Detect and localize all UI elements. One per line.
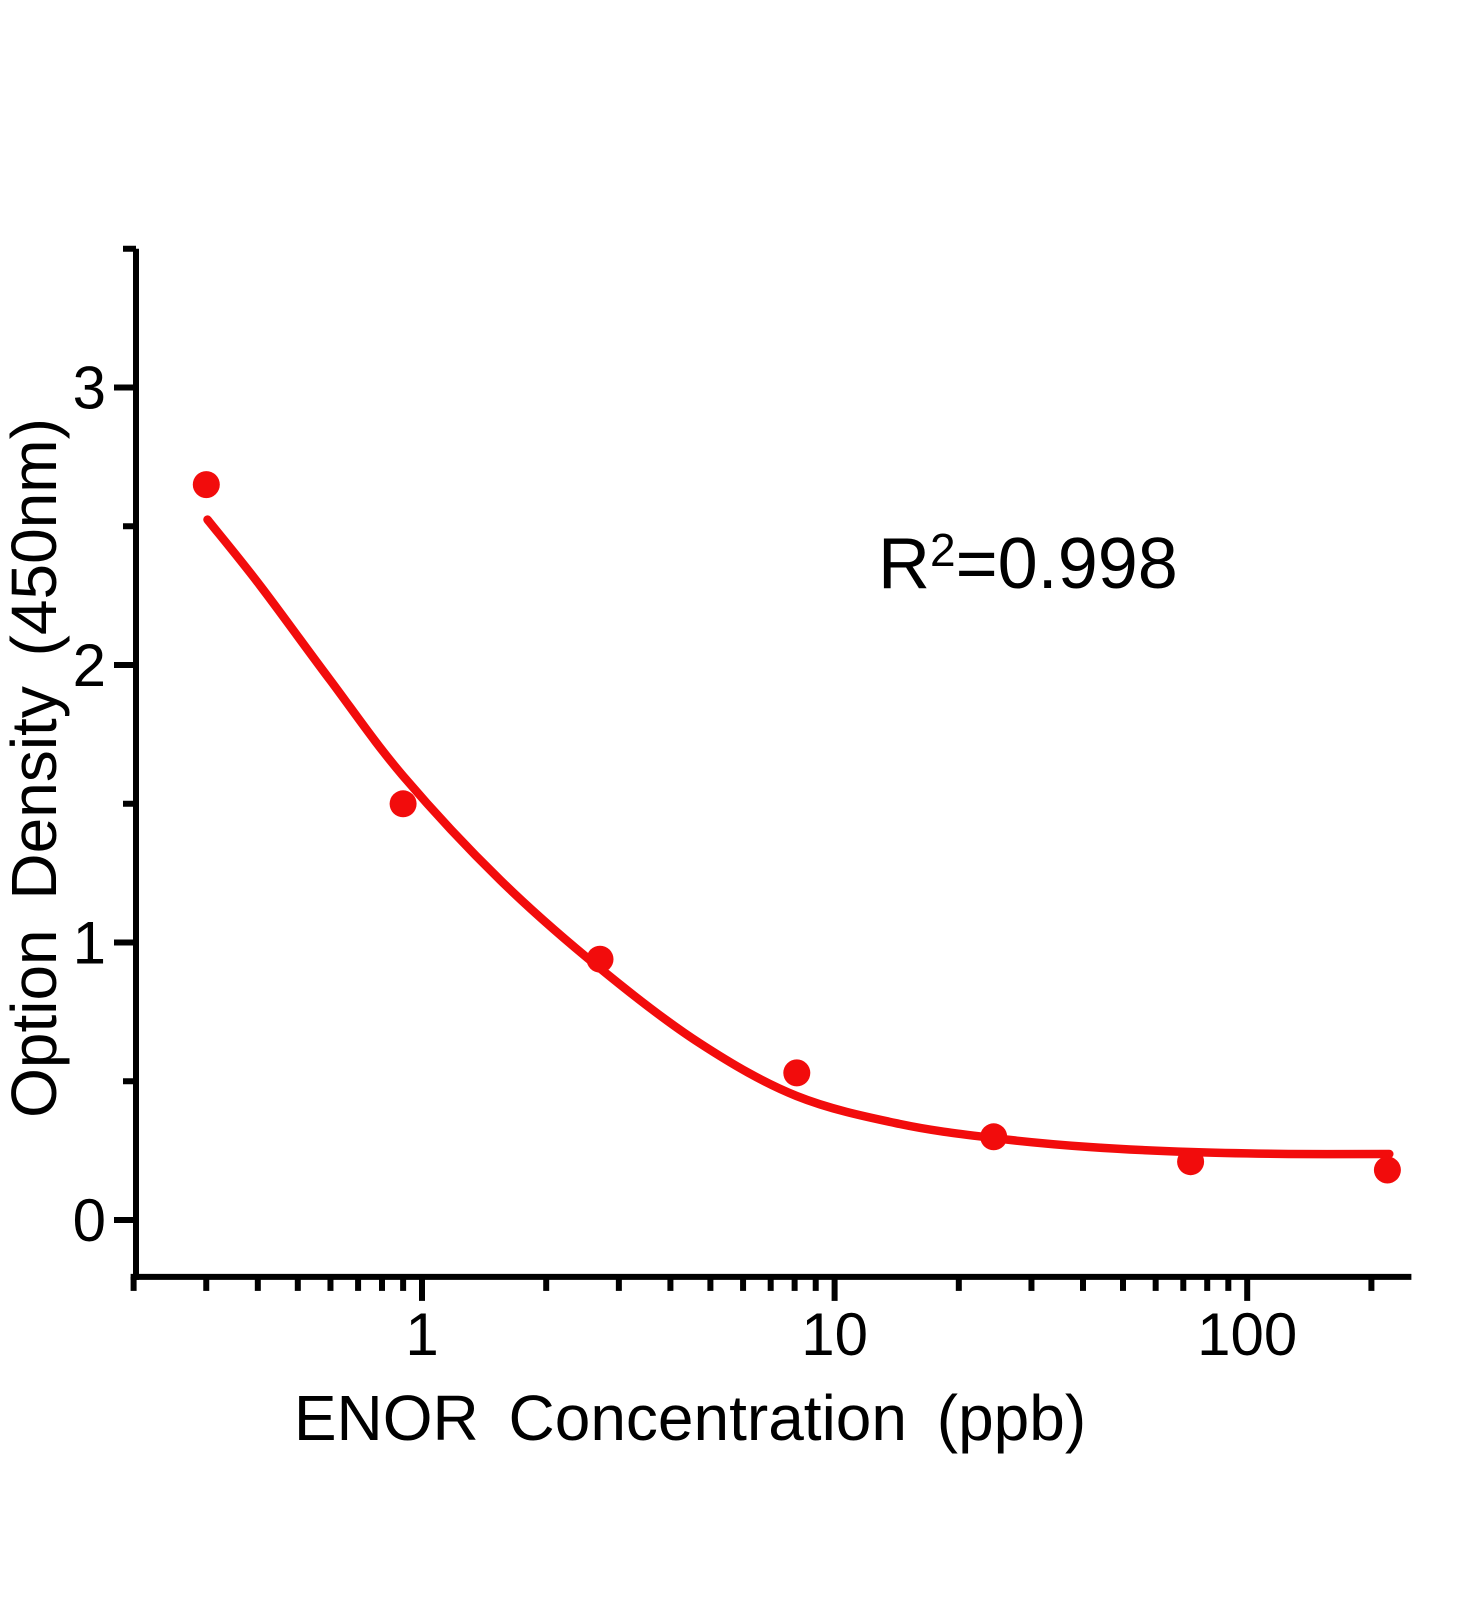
y-axis-ticks: [114, 245, 136, 1223]
y-tick-label: 2: [73, 632, 106, 699]
y-tick-label: 1: [73, 910, 106, 977]
x-tick-label: 10: [801, 1301, 868, 1368]
y-tick-label: 0: [73, 1187, 106, 1254]
x-axis-tick-labels: 1 10 100: [405, 1301, 1297, 1368]
r-squared-superscript: 2: [930, 524, 956, 576]
data-point: [389, 790, 417, 818]
data-point: [1177, 1148, 1205, 1176]
data-point: [980, 1123, 1008, 1151]
x-axis-title: ENOR Concentration (ppb): [294, 1382, 1086, 1454]
y-axis-tick-labels: 0 1 2 3: [73, 355, 106, 1255]
r-squared-annotation: R2=0.998: [878, 524, 1178, 604]
x-axis-ticks: [130, 1276, 1375, 1301]
data-point: [1373, 1156, 1401, 1184]
data-point: [586, 945, 614, 973]
y-axis-title: Option Density (450nm): [0, 418, 70, 1118]
y-tick-label: 3: [73, 355, 106, 422]
fit-curve-line: [203, 515, 1394, 1159]
r-squared-prefix: R: [878, 524, 930, 604]
data-point: [192, 471, 220, 499]
r-squared-value: =0.998: [956, 524, 1178, 604]
data-points: [192, 471, 1401, 1184]
data-point: [783, 1059, 811, 1087]
x-tick-label: 1: [405, 1301, 438, 1368]
x-tick-label: 100: [1197, 1301, 1297, 1368]
